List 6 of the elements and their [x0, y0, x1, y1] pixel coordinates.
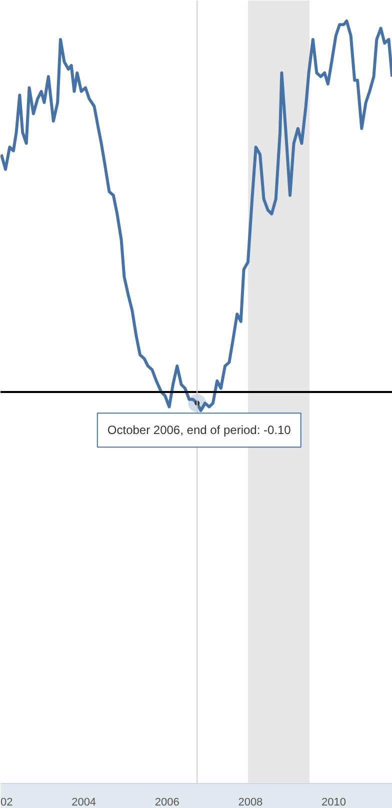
x-tick-label: 2004 [72, 796, 96, 808]
x-tick-label: 02 [0, 796, 13, 808]
x-tick-label: 2008 [238, 796, 263, 808]
annotation: October 2006, end of period: -0.10 [107, 423, 292, 438]
x-tick-label: 2010 [322, 796, 346, 808]
x-tick-label: 2006 [154, 796, 180, 808]
